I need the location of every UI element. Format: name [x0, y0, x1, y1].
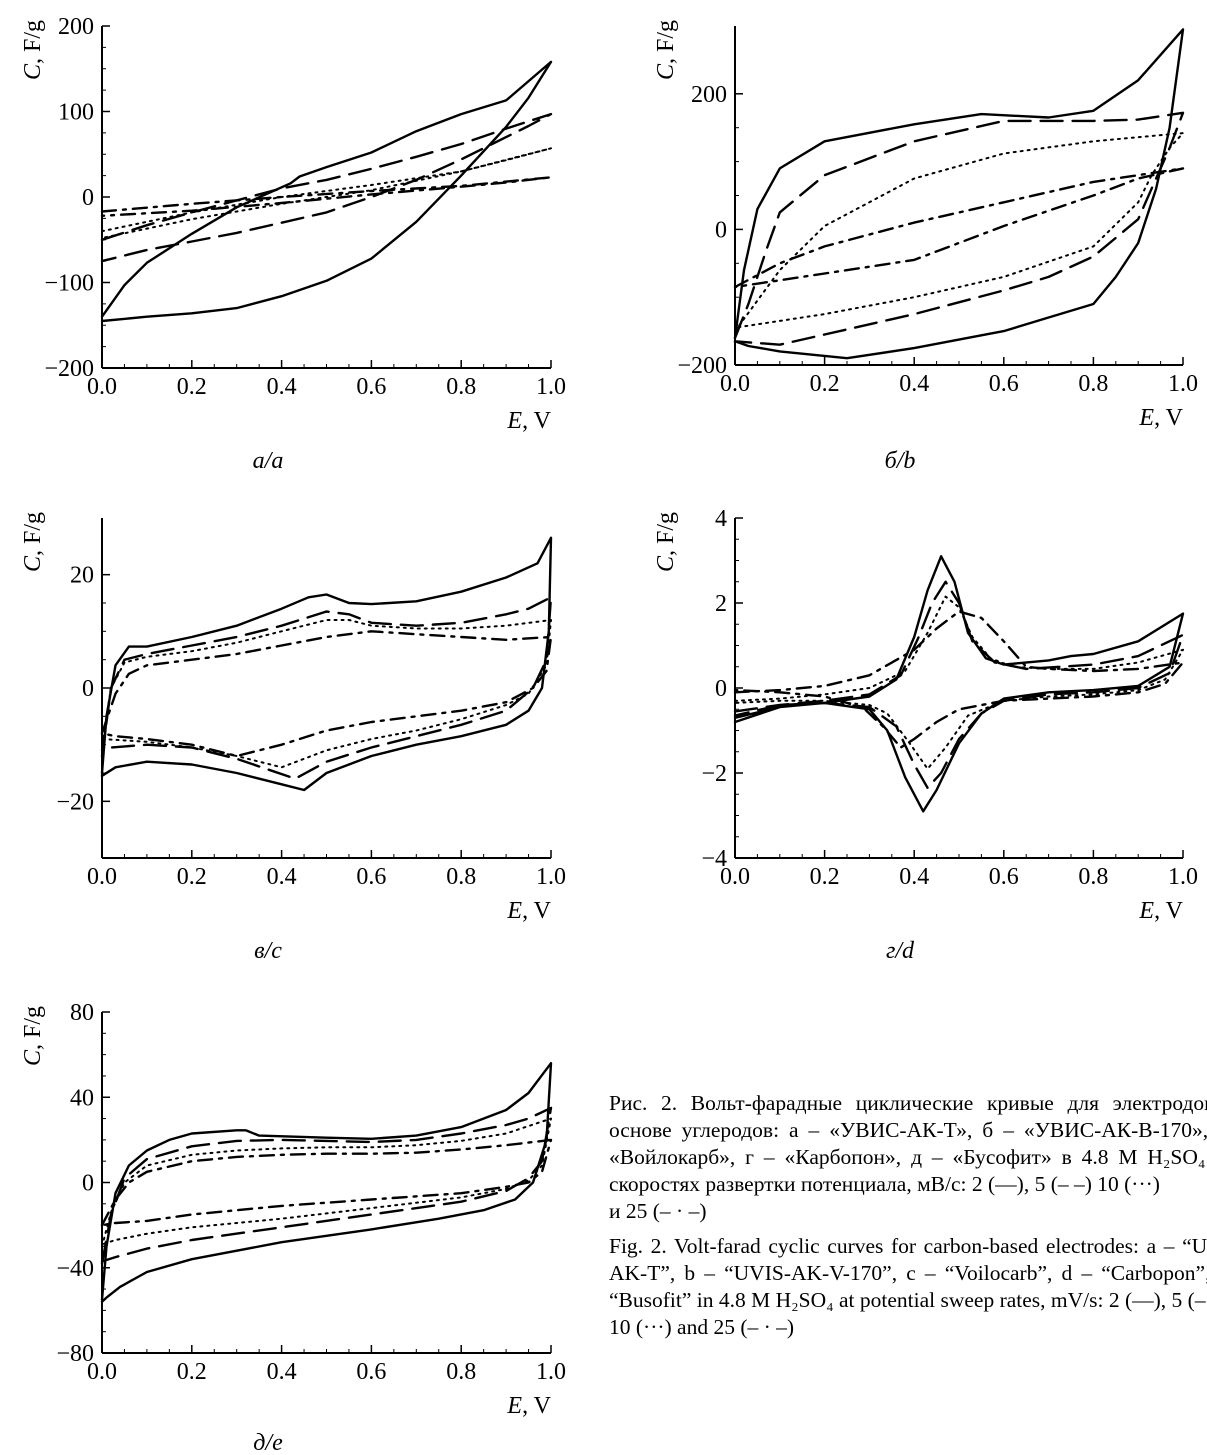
x-tick-label: 0.4	[267, 1359, 297, 1385]
cv-curve-dotted-10mV	[101, 619, 552, 769]
y-tick-label: 40	[70, 1085, 94, 1111]
panel-label: д/e	[253, 1430, 283, 1455]
x-tick-label: 1.0	[1168, 864, 1198, 890]
cv-curve-dash-dot-25mV	[100, 176, 553, 218]
cv-curve-dash-dot-25mV	[733, 167, 1185, 289]
panel-label: a/a	[253, 448, 284, 474]
cv-curve-solid-2mV	[100, 1061, 553, 1304]
x-axis-label: E, V	[1138, 405, 1183, 431]
y-tick-label: 0	[82, 1171, 94, 1197]
x-tick-label: 0.6	[356, 864, 386, 890]
cv-curve-dotted-10mV	[101, 1117, 552, 1248]
x-tick-label: 0.4	[899, 864, 929, 890]
caption-ru-text: Рис. 2. Вольт-фарадные циклические кривы…	[609, 1091, 1207, 1196]
y-tick-label: 0	[715, 217, 727, 243]
y-tick-label: 2	[715, 591, 727, 617]
x-tick-label: 1.0	[536, 374, 566, 400]
panel-label: б/b	[885, 448, 916, 474]
cv-curve-dashed-5mV	[100, 1106, 553, 1265]
cv-curve-dashed-5mV	[100, 112, 553, 263]
cv-curve-solid-2mV	[733, 555, 1185, 813]
caption-ru-last-line: и 25 (– · –)	[609, 1199, 707, 1223]
cv-curve-solid-2mV	[733, 28, 1185, 360]
y-tick-label: 200	[691, 82, 727, 108]
x-tick-label: 0.4	[267, 864, 297, 890]
x-tick-label: 0.6	[356, 374, 386, 400]
x-tick-label: 0.0	[87, 864, 117, 890]
caption-en-last-line: 10 (···) and 25 (– · –)	[609, 1315, 795, 1339]
x-tick-label: 0.6	[989, 864, 1019, 890]
x-tick-label: 1.0	[1168, 371, 1198, 397]
x-tick-label: 1.0	[536, 864, 566, 890]
x-axis-label: E, V	[506, 1393, 551, 1419]
y-tick-label: 100	[58, 100, 94, 126]
x-tick-label: 0.0	[87, 1359, 117, 1385]
cv-curve-dashed-5mV	[100, 596, 553, 780]
x-tick-label: 0.2	[177, 864, 207, 890]
x-tick-label: 0.8	[446, 1359, 476, 1385]
x-tick-label: 0.8	[446, 374, 476, 400]
x-tick-label: 0.0	[87, 374, 117, 400]
panel-1: 0.0 0.2 0.4 0.6 0.8 1.0 200 100 0 −100 −200 C, F/g E…	[20, 14, 566, 474]
cv-curve-dashed-5mV	[733, 111, 1185, 346]
cv-curve-solid-2mV	[100, 60, 553, 323]
x-tick-label: 0.8	[1078, 371, 1108, 397]
x-tick-label: 0.2	[810, 371, 840, 397]
x-tick-label: 0.2	[177, 1359, 207, 1385]
y-tick-label: 4	[715, 506, 727, 532]
y-tick-label: −200	[677, 353, 727, 379]
y-tick-label: −20	[56, 789, 94, 815]
x-axis-label: E, V	[506, 408, 551, 434]
y-tick-label: 0	[82, 676, 94, 702]
panel-label: г/d	[886, 938, 915, 964]
panel-5: 0.0 0.2 0.4 0.6 0.8 1.0 80 40 0 −40 −80 C, F/g E, V д…	[20, 1000, 566, 1455]
y-tick-label: 20	[70, 563, 94, 589]
y-tick-label: 0	[82, 185, 94, 211]
y-tick-label: −4	[701, 846, 727, 872]
y-axis-label: C, F/g	[653, 512, 679, 572]
x-tick-label: 0.8	[446, 864, 476, 890]
x-tick-label: 0.2	[177, 374, 207, 400]
x-axis-label: E, V	[506, 898, 551, 924]
x-axis-label: E, V	[1138, 898, 1183, 924]
panel-3: 0.0 0.2 0.4 0.6 0.8 1.0 20 0 −20 C, F/g E, V в/c	[20, 512, 566, 964]
x-tick-label: 0.4	[899, 371, 929, 397]
x-tick-label: 0.0	[720, 371, 750, 397]
cv-curve-dash-dot-25mV	[100, 1138, 553, 1227]
figure-caption-english: Fig. 2. Volt-farad cyclic curves for car…	[609, 1233, 1207, 1341]
panel-label: в/c	[254, 938, 282, 964]
y-tick-label: −80	[56, 1341, 94, 1367]
x-tick-label: 0.2	[810, 864, 840, 890]
y-tick-label: −40	[56, 1256, 94, 1282]
panel-4: 0.0 0.2 0.4 0.6 0.8 1.0 4 2 0 −2 −4 C, F/g E, V г/d	[653, 506, 1198, 964]
cv-curve-dotted-10mV	[734, 132, 1184, 333]
panel-2: 0.0 0.2 0.4 0.6 0.8 1.0 200 0 −200 C, F/g E, V б/b	[653, 20, 1198, 474]
cv-curve-solid-2mV	[100, 536, 553, 792]
caption-en-text: Fig. 2. Volt-farad cyclic curves for car…	[609, 1234, 1207, 1312]
x-tick-label: 0.8	[1078, 864, 1108, 890]
y-axis-label: C, F/g	[653, 20, 679, 80]
x-tick-label: 1.0	[536, 1359, 566, 1385]
cv-curve-dotted-10mV	[101, 147, 552, 239]
y-tick-label: 80	[70, 1000, 94, 1026]
y-tick-label: −100	[44, 271, 94, 297]
y-tick-label: 0	[715, 676, 727, 702]
x-tick-label: 0.4	[267, 374, 297, 400]
y-tick-label: 200	[58, 14, 94, 40]
cv-curve-dash-dot-25mV	[733, 610, 1185, 749]
y-axis-label: C, F/g	[20, 512, 46, 572]
x-tick-label: 0.6	[356, 1359, 386, 1385]
x-tick-label: 0.0	[720, 864, 750, 890]
cv-curve-dash-dot-25mV	[100, 630, 553, 758]
y-axis-label: C, F/g	[20, 20, 46, 80]
y-tick-label: −200	[44, 356, 94, 382]
cv-curve-dashed-5mV	[733, 580, 1185, 790]
figure-caption-russian: Рис. 2. Вольт-фарадные циклические кривы…	[609, 1090, 1207, 1225]
y-tick-label: −2	[701, 761, 727, 787]
y-axis-label: C, F/g	[20, 1006, 46, 1066]
x-tick-label: 0.6	[989, 371, 1019, 397]
